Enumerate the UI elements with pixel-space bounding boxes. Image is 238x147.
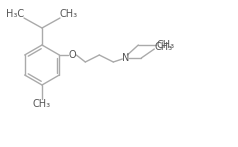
Text: H₃C: H₃C <box>6 9 24 19</box>
Text: O: O <box>69 50 76 60</box>
Text: N: N <box>122 53 129 63</box>
Text: CH₃: CH₃ <box>60 9 78 19</box>
Text: CH₃: CH₃ <box>33 99 51 109</box>
Text: CH₃: CH₃ <box>156 40 174 50</box>
Text: CH₃: CH₃ <box>154 42 172 52</box>
